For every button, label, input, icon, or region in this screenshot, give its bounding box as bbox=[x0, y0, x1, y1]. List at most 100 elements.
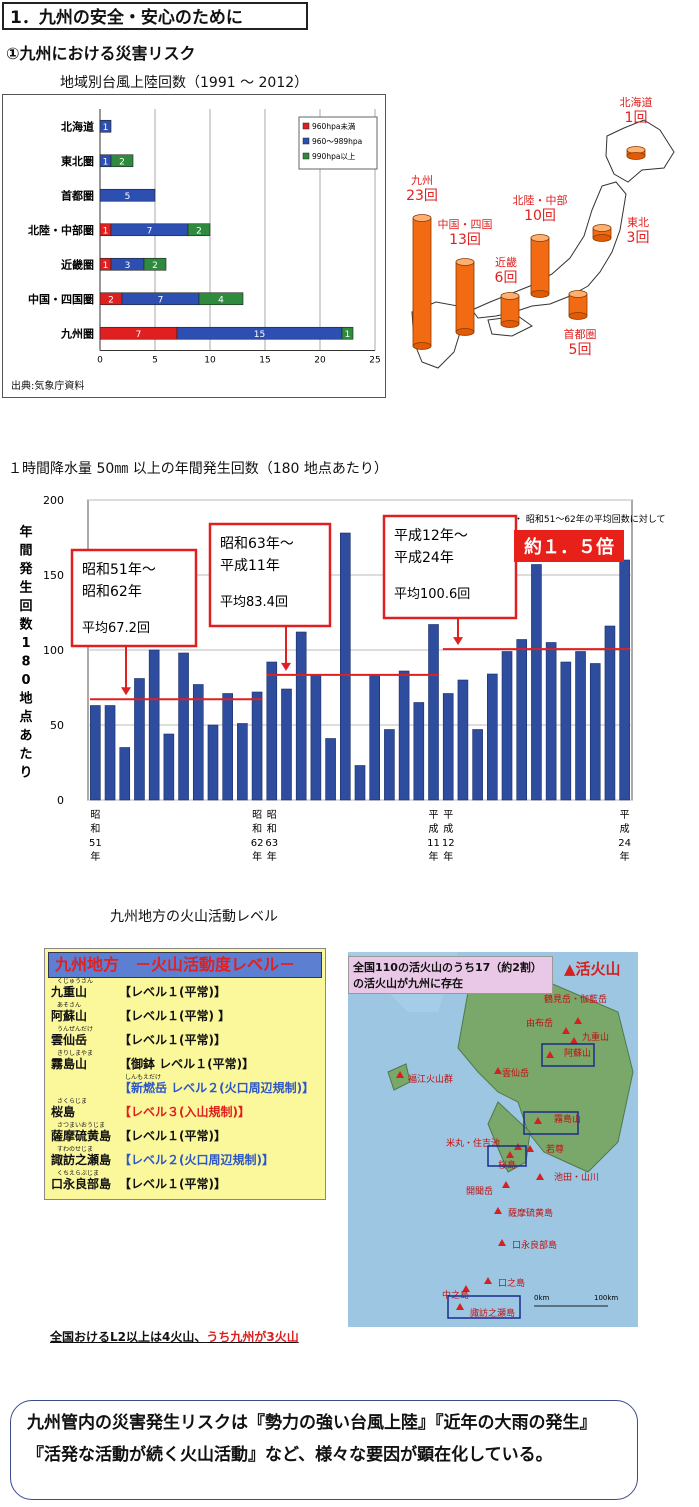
volcano-marker bbox=[574, 1017, 582, 1024]
rain-bar bbox=[575, 651, 586, 801]
data-label: 3 bbox=[125, 261, 131, 271]
volcano-level: 【レベル１(平常)】 bbox=[119, 1177, 226, 1191]
volcano-level: 【レベル１(平常) 】 bbox=[119, 1009, 231, 1023]
average-value-label: 平均67.2回 bbox=[82, 621, 150, 636]
legend-label: 960～989hpa bbox=[312, 137, 362, 146]
region-cylinder bbox=[455, 261, 475, 333]
region-cylinder bbox=[530, 237, 550, 295]
volcano-label: 雲仙岳 bbox=[502, 1067, 529, 1079]
y-tick-label: 100 bbox=[43, 644, 64, 657]
volcano-name: 霧島山 bbox=[51, 1057, 88, 1071]
volcano-label: 口之島 bbox=[498, 1277, 525, 1289]
x-tick-label: 12 bbox=[442, 838, 455, 849]
volcano-label: 由布岳 bbox=[526, 1017, 553, 1029]
data-label: 7 bbox=[136, 330, 142, 340]
category-label: 首都圏 bbox=[61, 188, 94, 202]
volcano-marker bbox=[526, 1145, 534, 1152]
y-axis-label-char: 間 bbox=[19, 544, 32, 559]
cylinder-top bbox=[500, 292, 520, 300]
x-tick-label: 63 bbox=[265, 838, 278, 849]
bar-segment bbox=[187, 223, 211, 237]
region-count: 5回 bbox=[569, 342, 592, 358]
highlight-suwanosejima bbox=[447, 1295, 521, 1319]
region-count: 23回 bbox=[406, 188, 438, 204]
x-tick-label: 5 bbox=[152, 356, 158, 366]
scale-start: 0km bbox=[534, 1294, 550, 1302]
rain-bar bbox=[369, 675, 381, 801]
period-label: 昭和63年～ bbox=[220, 536, 294, 552]
rain-bar bbox=[339, 532, 351, 801]
page-title: 1．九州の安全・安心のために bbox=[2, 2, 308, 30]
japan-typhoon-map: 北海道 1回 九州 23回 中国・四国 13回 北陸・中部 10回 近畿 6回 東北 3回 首都圏 5回 bbox=[392, 90, 692, 402]
cylinder-top bbox=[568, 290, 588, 298]
rain-bar bbox=[295, 631, 307, 801]
legend-swatch bbox=[302, 137, 310, 145]
data-label: 1 bbox=[345, 330, 351, 340]
region-name: 東北 bbox=[627, 216, 649, 229]
volcano-ruby: しんもえだけ bbox=[125, 1074, 162, 1081]
cylinder-base bbox=[412, 342, 432, 350]
y-tick-label: 50 bbox=[50, 719, 64, 732]
volcano-row: 薩摩硫黄島 【レベル１(平常)】 bbox=[51, 1127, 226, 1144]
cylinder-base bbox=[500, 320, 520, 328]
legend-label: 990hpa以上 bbox=[312, 152, 356, 161]
volcano-level: 【レベル２(火口周辺規制)】 bbox=[119, 1153, 274, 1167]
rain-bar bbox=[501, 651, 513, 801]
highlight-kirishima bbox=[523, 1111, 579, 1135]
x-tick-label: 24 bbox=[618, 838, 631, 849]
category-label: 北海道 bbox=[61, 119, 94, 133]
y-tick-label: 200 bbox=[43, 494, 64, 507]
region-name: 北海道 bbox=[620, 95, 653, 109]
rain-bar bbox=[207, 724, 219, 801]
volcano-row: 阿蘇山 【レベル１(平常) 】 bbox=[51, 1007, 230, 1024]
x-tick-label: 10 bbox=[204, 356, 216, 366]
y-axis-label-char: 1 bbox=[21, 636, 30, 651]
rain-bar bbox=[266, 661, 278, 801]
category-label: 九州圏 bbox=[60, 326, 94, 340]
x-tick-label: 15 bbox=[259, 356, 270, 366]
volcano-name: 口永良部島 bbox=[51, 1177, 112, 1191]
map-note: 全国110の活火山のうち17（約2割）の活火山が九州に存在 bbox=[348, 956, 553, 994]
rain-bar bbox=[413, 702, 425, 801]
rain-bar bbox=[619, 559, 630, 801]
y-axis-label-char: 発 bbox=[18, 561, 33, 577]
x-tick-label: 年 bbox=[252, 850, 262, 863]
volcano-name: 桜島 bbox=[51, 1105, 76, 1119]
volcano-marker bbox=[484, 1277, 492, 1284]
cylinder-top bbox=[592, 224, 612, 232]
average-value-label: 平均83.4回 bbox=[220, 595, 288, 610]
period-label: 平成12年～ bbox=[394, 528, 468, 544]
typhoon-chart-frame: 0 5 10 15 20 25 北海道 1 東北圏 1 2 首都圏 5 北陸・中部圏 1 7 2 近畿圏 1 3 2 中国… bbox=[2, 94, 386, 398]
y-axis-label-char: 点 bbox=[19, 709, 32, 725]
y-axis-label-char: た bbox=[19, 747, 32, 762]
bar-segment bbox=[99, 119, 112, 133]
rain-bar bbox=[457, 679, 469, 801]
y-axis-label-char: 8 bbox=[21, 655, 30, 670]
category-label: 中国・四国圏 bbox=[28, 292, 94, 306]
volcano-marker bbox=[506, 1151, 514, 1158]
volcano-label: 口永良部島 bbox=[512, 1239, 557, 1251]
volcano-section-title: 九州地方の火山活動レベル bbox=[110, 909, 278, 925]
highlight-aso bbox=[541, 1043, 595, 1067]
scale-end: 100km bbox=[594, 1294, 618, 1302]
volcano-label: 鶴見岳・伽藍岳 bbox=[544, 993, 607, 1005]
rain-bar bbox=[178, 652, 189, 801]
average-callout-box bbox=[70, 548, 198, 648]
bar-segment bbox=[143, 257, 167, 271]
region-name: 近畿 bbox=[495, 255, 517, 269]
volcano-row: 九重山 【レベル１(平常)】 bbox=[51, 983, 226, 1000]
volcano-ruby: あそさん bbox=[57, 1002, 82, 1009]
volcano-ruby: きりしまやま bbox=[57, 1050, 94, 1057]
volcano-marker bbox=[570, 1037, 578, 1044]
volcano-name: 薩摩硫黄島 bbox=[51, 1129, 112, 1143]
volcano-marker bbox=[498, 1239, 506, 1246]
cylinder-top bbox=[455, 258, 475, 266]
rain-bar bbox=[325, 738, 336, 801]
volcano-label: 米丸・住吉池 bbox=[446, 1137, 500, 1149]
highlight-sakurajima bbox=[487, 1145, 527, 1167]
rain-bar bbox=[604, 625, 616, 801]
bar-segment bbox=[110, 154, 134, 168]
data-label: 1 bbox=[103, 261, 109, 271]
